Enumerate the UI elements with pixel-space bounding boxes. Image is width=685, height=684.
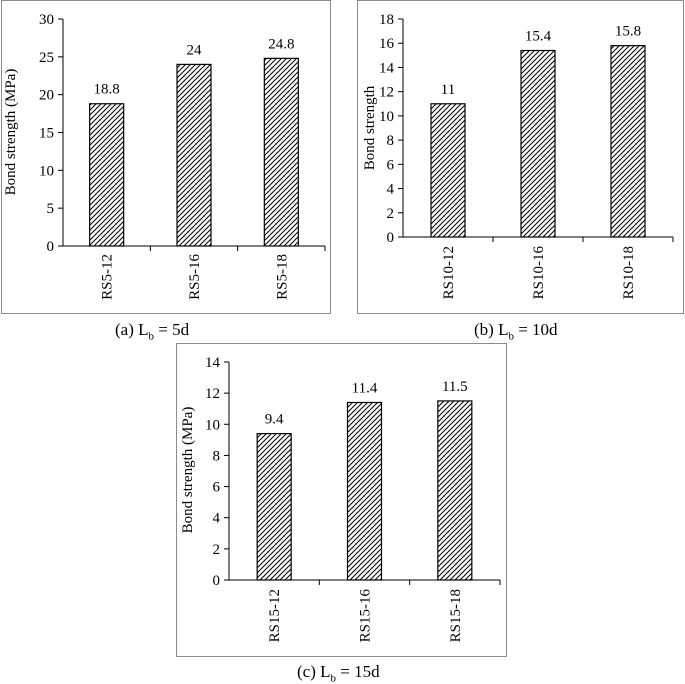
caption-b-suffix: = 10d bbox=[513, 320, 558, 339]
y-tick-label: 0 bbox=[213, 573, 221, 589]
y-tick-label: 12 bbox=[205, 386, 220, 402]
caption-c-suffix: = 15d bbox=[336, 662, 380, 681]
data-label-RS5-12: 18.8 bbox=[94, 82, 120, 98]
y-axis-label: Bond strength (MPa) bbox=[3, 69, 19, 196]
caption-a-prefix: (a) L bbox=[115, 320, 149, 339]
bar-RS15-16 bbox=[346, 401, 383, 581]
y-tick-label: 15 bbox=[39, 126, 54, 142]
y-tick-label: 14 bbox=[205, 355, 221, 371]
x-tick-label-RS15-18: RS15-18 bbox=[448, 589, 464, 642]
x-tick-label-RS10-12: RS10-12 bbox=[441, 246, 457, 299]
y-tick-label: 6 bbox=[387, 157, 395, 173]
caption-c-sub: b bbox=[330, 672, 337, 684]
y-tick-label: 10 bbox=[205, 417, 220, 433]
y-tick-label: 2 bbox=[213, 542, 221, 558]
chart-c-caption: (c) Lb = 15d bbox=[297, 662, 380, 684]
y-tick-label: 6 bbox=[213, 480, 221, 496]
caption-a-suffix: = 5d bbox=[154, 320, 190, 339]
bar-RS10-16 bbox=[520, 49, 556, 238]
bar-RS5-18 bbox=[263, 57, 299, 247]
data-label-RS10-12: 11 bbox=[441, 82, 455, 98]
x-tick-label-RS10-18: RS10-18 bbox=[621, 246, 637, 299]
y-tick-label: 25 bbox=[39, 50, 54, 66]
x-tick-label-RS15-12: RS15-12 bbox=[267, 589, 283, 642]
y-tick-label: 18 bbox=[379, 12, 394, 28]
data-label-RS15-16: 11.4 bbox=[352, 380, 378, 396]
caption-b-sub: b bbox=[508, 330, 514, 343]
chart-a-caption: (a) Lb = 5d bbox=[115, 320, 189, 342]
x-tick-label-RS15-16: RS15-16 bbox=[358, 589, 374, 643]
x-tick-label-RS5-18: RS5-18 bbox=[274, 254, 290, 300]
data-label-RS15-18: 11.5 bbox=[442, 379, 468, 395]
bar-RS15-12 bbox=[256, 433, 292, 581]
caption-b-prefix: (b) L bbox=[474, 320, 509, 339]
chart-a-frame bbox=[1, 0, 331, 314]
y-tick-label: 0 bbox=[47, 239, 55, 255]
bar-RS10-18 bbox=[610, 45, 646, 238]
y-tick-label: 10 bbox=[379, 109, 394, 125]
bar-RS5-12 bbox=[89, 103, 125, 247]
data-label-RS5-16: 24 bbox=[187, 42, 203, 58]
x-tick-label-RS5-16: RS5-16 bbox=[187, 254, 203, 300]
bar-RS10-12 bbox=[430, 103, 466, 238]
y-tick-label: 12 bbox=[379, 85, 394, 101]
x-tick-label-RS10-16: RS10-16 bbox=[531, 246, 547, 300]
y-tick-label: 0 bbox=[387, 230, 395, 246]
caption-c-prefix: (c) L bbox=[297, 662, 331, 681]
y-tick-label: 8 bbox=[387, 133, 395, 149]
x-tick-label-RS5-12: RS5-12 bbox=[100, 254, 116, 300]
y-tick-label: 2 bbox=[387, 206, 395, 222]
data-label-RS15-12: 9.4 bbox=[265, 412, 284, 428]
data-label-RS5-18: 24.8 bbox=[268, 36, 294, 52]
y-axis-label: Bond strength (MPa) bbox=[180, 407, 196, 534]
y-tick-label: 4 bbox=[387, 182, 395, 198]
data-label-RS10-16: 15.4 bbox=[525, 28, 552, 44]
y-tick-label: 16 bbox=[379, 36, 395, 52]
y-axis-label: Bond strength bbox=[362, 85, 378, 170]
y-tick-label: 4 bbox=[213, 511, 221, 527]
y-tick-label: 30 bbox=[39, 12, 54, 28]
y-tick-label: 14 bbox=[379, 60, 395, 76]
chart-b-frame bbox=[357, 0, 684, 314]
y-tick-label: 20 bbox=[39, 88, 54, 104]
y-tick-label: 8 bbox=[213, 448, 221, 464]
chart-c-frame bbox=[176, 343, 507, 657]
data-label-RS10-18: 15.8 bbox=[615, 24, 641, 40]
chart-b-caption: (b) Lb = 10d bbox=[474, 320, 558, 342]
bar-RS5-16 bbox=[176, 63, 212, 247]
bar-RS15-18 bbox=[437, 400, 473, 581]
caption-a-sub: b bbox=[148, 330, 155, 343]
y-tick-label: 5 bbox=[47, 201, 55, 217]
y-tick-label: 10 bbox=[39, 163, 54, 179]
